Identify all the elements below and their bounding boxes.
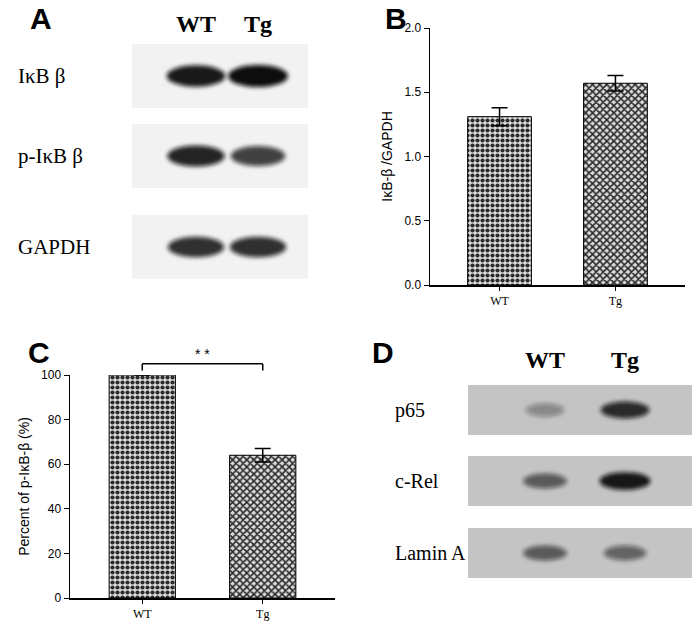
svg-text:60: 60 [48, 457, 62, 471]
svg-text:c-Rel: c-Rel [395, 470, 439, 492]
svg-text:0.0: 0.0 [404, 278, 421, 292]
svg-text:Tg: Tg [609, 294, 622, 308]
svg-text:40: 40 [48, 502, 62, 516]
svg-text:Lamin A: Lamin A [395, 542, 466, 564]
svg-text:IκB-β /GAPDH: IκB-β /GAPDH [379, 111, 395, 202]
svg-text:p65: p65 [395, 399, 425, 422]
svg-text:1.5: 1.5 [404, 85, 421, 99]
html-text:D: D [372, 336, 394, 369]
html-text:C: C [28, 336, 50, 369]
svg-text:GAPDH: GAPDH [18, 235, 90, 259]
svg-text:IκB β: IκB β [18, 64, 66, 88]
svg-text:2.0: 2.0 [404, 21, 421, 35]
svg-text:0: 0 [54, 591, 61, 605]
svg-text:p-IκB β: p-IκB β [18, 144, 83, 168]
svg-text:20: 20 [48, 547, 62, 561]
svg-text:WT: WT [490, 294, 509, 308]
svg-text:Tg: Tg [611, 347, 639, 373]
svg-text:* *: * * [195, 346, 210, 362]
svg-text:80: 80 [48, 413, 62, 427]
svg-text:WT: WT [176, 11, 216, 37]
svg-text:0.5: 0.5 [404, 214, 421, 228]
html-text:B: B [385, 2, 407, 35]
svg-text:1.0: 1.0 [404, 150, 421, 164]
svg-text:Percent of p-IκB-β (%): Percent of p-IκB-β (%) [16, 417, 32, 556]
svg-text:WT: WT [525, 347, 565, 373]
svg-text:100: 100 [41, 368, 61, 382]
svg-text:Tg: Tg [256, 607, 269, 621]
html-text:A: A [30, 2, 52, 35]
svg-text:Tg: Tg [244, 11, 272, 37]
svg-text:WT: WT [133, 607, 152, 621]
